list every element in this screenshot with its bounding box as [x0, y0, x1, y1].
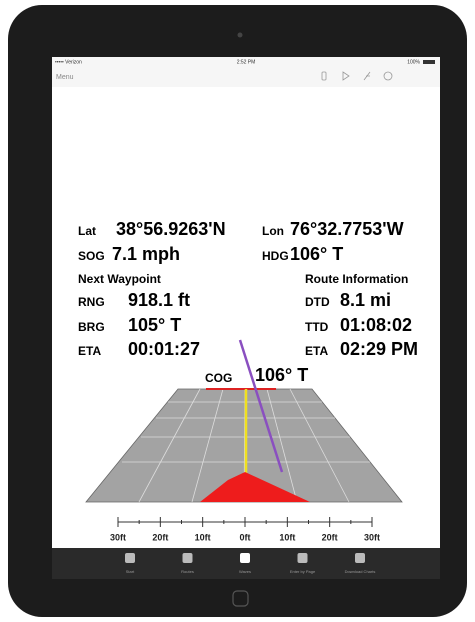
- carrier: ••••• Verizon: [55, 59, 82, 65]
- cog-value: 106° T: [255, 365, 308, 385]
- clock: 2:52 PM: [237, 59, 256, 65]
- dtd-label: DTD: [305, 295, 330, 309]
- brg-value: 105° T: [128, 315, 181, 335]
- battery-icon: [423, 60, 435, 64]
- lon-label: Lon: [262, 224, 284, 238]
- camera: [238, 33, 243, 38]
- hdg-label: HDG: [262, 249, 289, 263]
- scale-label: 0ft: [240, 532, 251, 542]
- tab-label[interactable]: Routes: [181, 569, 194, 574]
- tab-label[interactable]: Waves: [239, 569, 251, 574]
- screen: ••••• Verizon 2:52 PM 100% Menu Lat 38°5…: [0, 0, 475, 622]
- rng-label: RNG: [78, 295, 105, 309]
- tab-icon[interactable]: [240, 553, 250, 563]
- scale-label: 30ft: [110, 532, 126, 542]
- tab-icon[interactable]: [125, 553, 135, 563]
- tab-label[interactable]: Enter by Page: [290, 569, 316, 574]
- tab-icon[interactable]: [298, 553, 308, 563]
- tab-label[interactable]: Start: [126, 569, 135, 574]
- ttd-value: 01:08:02: [340, 315, 412, 335]
- sog-value: 7.1 mph: [112, 244, 180, 264]
- route-eta-label: ETA: [305, 344, 328, 358]
- route-eta-value: 02:29 PM: [340, 339, 418, 359]
- eta-label: ETA: [78, 344, 101, 358]
- hdg-value: 106° T: [290, 244, 343, 264]
- brg-label: BRG: [78, 320, 105, 334]
- cog-label: COG: [205, 371, 232, 385]
- ttd-label: TTD: [305, 320, 329, 334]
- eta-value: 00:01:27: [128, 339, 200, 359]
- tab-bar: [52, 548, 440, 579]
- lon-value: 76°32.7753'W: [290, 219, 404, 239]
- rng-value: 918.1 ft: [128, 290, 190, 310]
- next-waypoint-title: Next Waypoint: [78, 272, 161, 286]
- tab-icon[interactable]: [183, 553, 193, 563]
- sog-label: SOG: [78, 249, 105, 263]
- page: ••••• Verizon 2:52 PM 100% Menu Lat 38°5…: [0, 0, 475, 622]
- battery-text: 100%: [407, 59, 420, 65]
- tab-icon[interactable]: [355, 553, 365, 563]
- menu-button[interactable]: Menu: [56, 74, 74, 81]
- route-information-title: Route Information: [305, 272, 408, 286]
- tab-label[interactable]: Download Charts: [345, 569, 376, 574]
- scale-label: 10ft: [195, 532, 211, 542]
- scale-label: 20ft: [322, 532, 338, 542]
- dtd-value: 8.1 mi: [340, 290, 391, 310]
- scale-label: 10ft: [279, 532, 295, 542]
- lat-label: Lat: [78, 224, 96, 238]
- scale-label: 20ft: [152, 532, 168, 542]
- scale-label: 30ft: [364, 532, 380, 542]
- lat-value: 38°56.9263'N: [116, 219, 226, 239]
